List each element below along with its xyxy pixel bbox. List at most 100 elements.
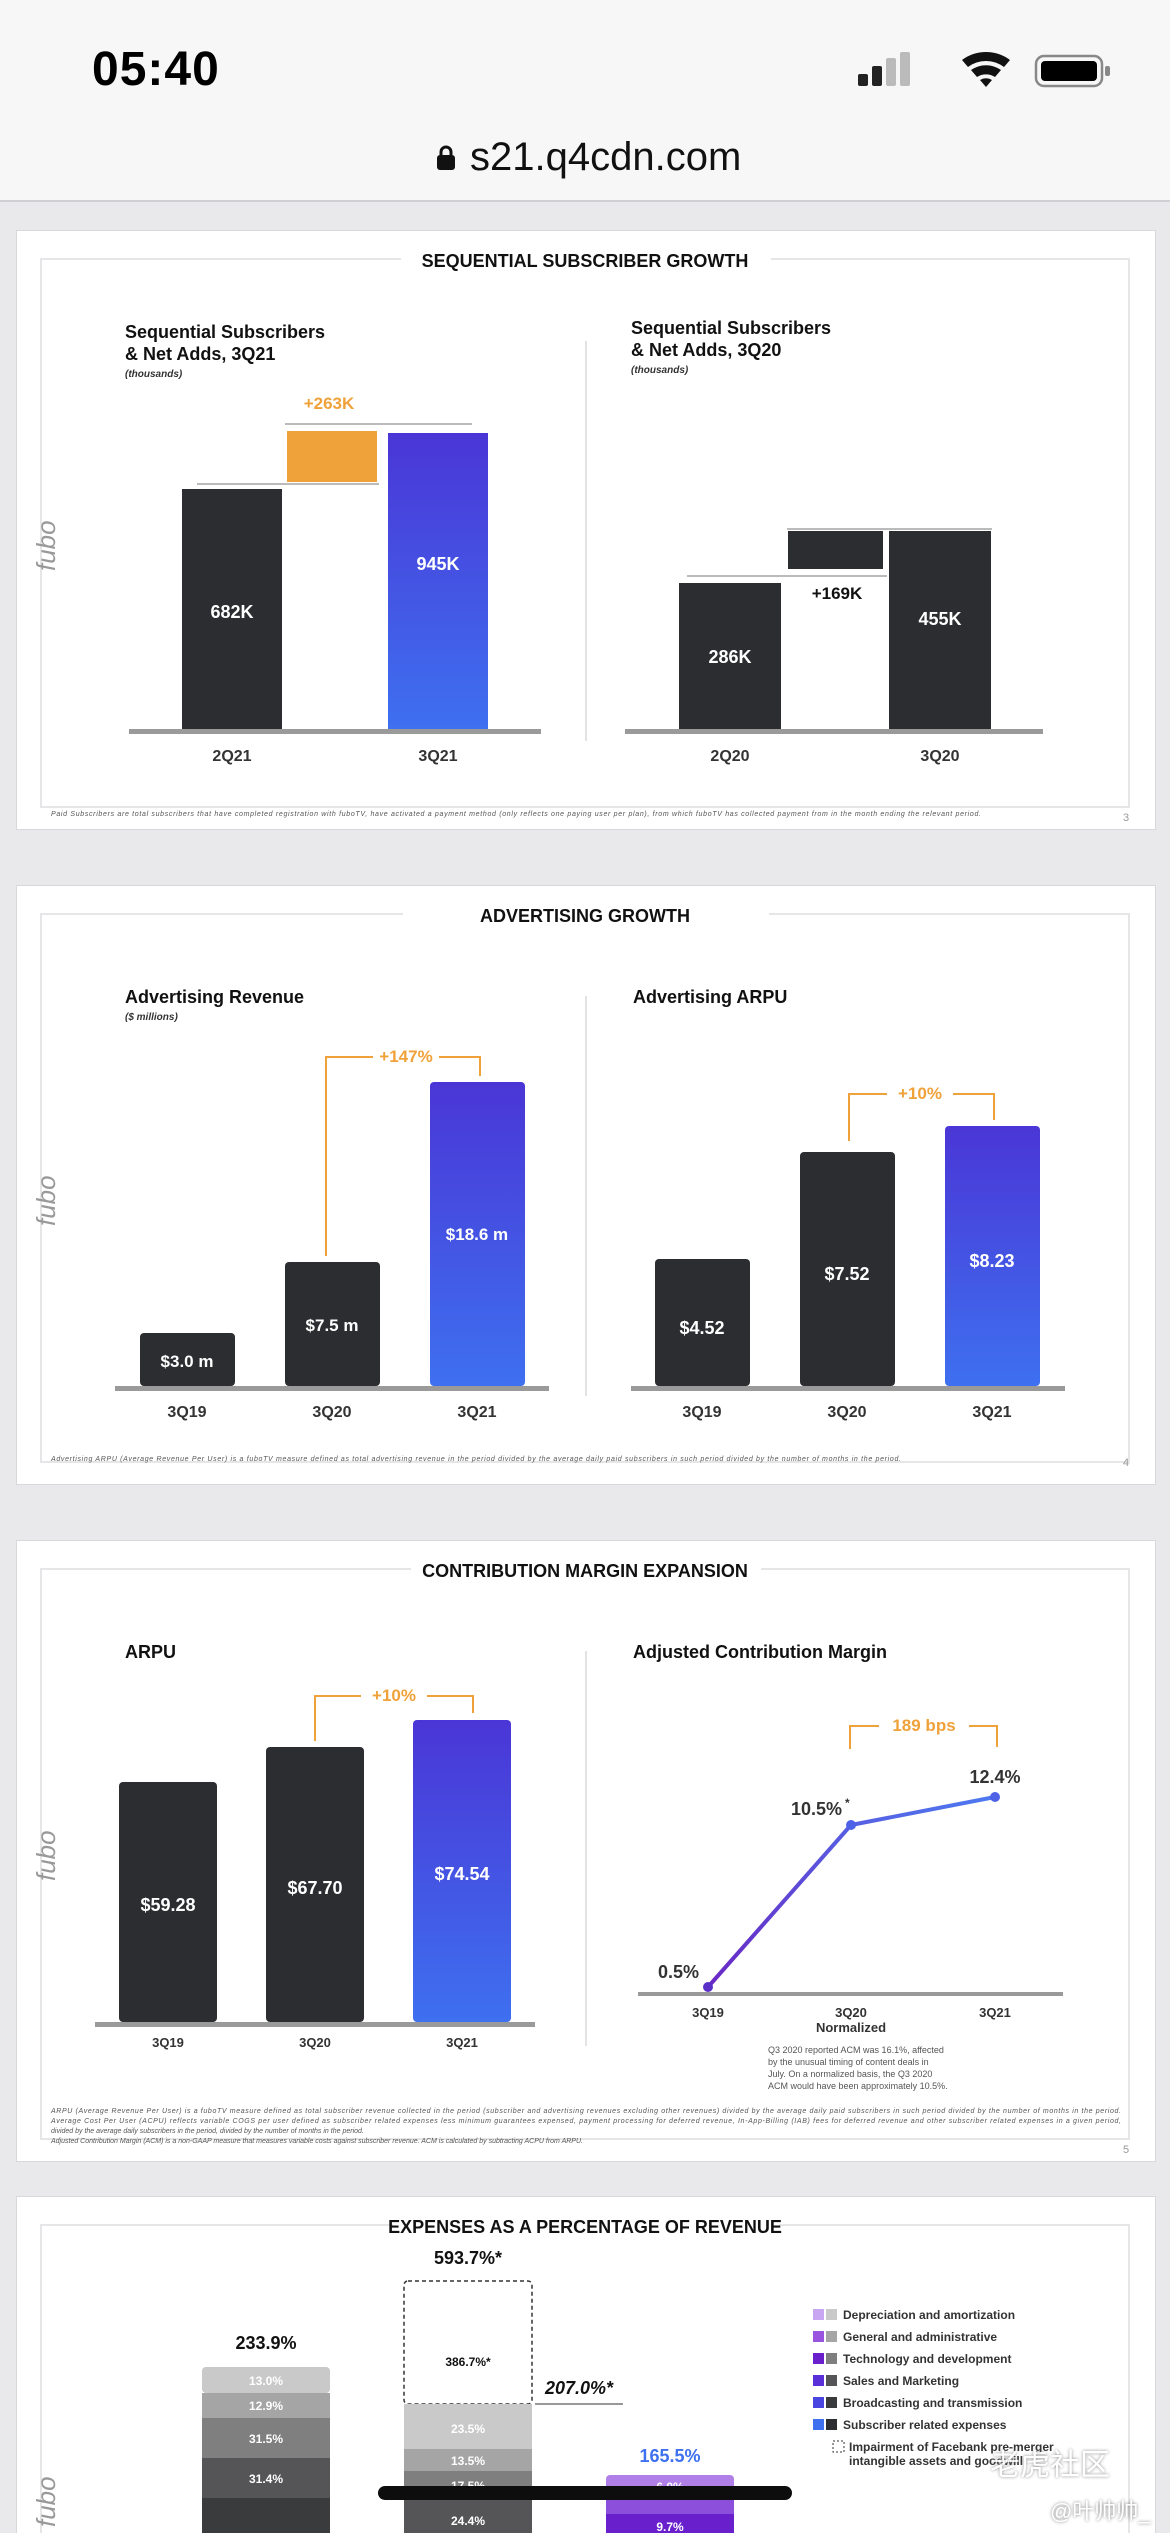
acm-point-3q19 bbox=[703, 1982, 713, 1992]
legend: Depreciation and amortization General an… bbox=[813, 2308, 1054, 2468]
slide2-title: ADVERTISING GROWTH bbox=[480, 906, 690, 926]
slide2-page: 4 bbox=[1123, 1457, 1129, 1469]
legend-da: Depreciation and amortization bbox=[843, 2308, 1015, 2322]
net-adds-bar-3q20 bbox=[788, 531, 883, 569]
acm-label-3q20: 10.5% bbox=[791, 1799, 842, 1819]
slide2-left-axis bbox=[115, 1386, 549, 1391]
slide1-left-unit: (thousands) bbox=[125, 369, 183, 380]
slide2-left-title: Advertising Revenue bbox=[125, 987, 304, 1007]
legend-sm: Sales and Marketing bbox=[843, 2374, 959, 2388]
bar-3q20 bbox=[889, 531, 991, 729]
bar-2q20 bbox=[679, 583, 781, 729]
fubo-logo: fubo bbox=[31, 2476, 61, 2527]
col1-seg-3: 31.5% bbox=[249, 2432, 283, 2446]
bar-adarpu-3q21-label: $8.23 bbox=[969, 1251, 1014, 1271]
slide2-right-axis bbox=[631, 1386, 1065, 1391]
cellular-signal-icon bbox=[858, 52, 910, 86]
slide1-left-delta: +263K bbox=[304, 394, 355, 413]
cat-acm-3q21: 3Q21 bbox=[979, 2005, 1011, 2020]
slide3-footnote-3: divided by the average daily subscribers… bbox=[51, 2128, 364, 2135]
home-indicator[interactable] bbox=[378, 2486, 792, 2500]
bar-adarpu-3q20 bbox=[800, 1152, 895, 1386]
slide3-footnote-1: ARPU (Average Revenue Per User) is a fub… bbox=[50, 2108, 1121, 2115]
slide1-right-title-1: Sequential Subscribers bbox=[631, 318, 831, 338]
fubo-logo: fubo bbox=[31, 1175, 61, 1226]
legend-sre: Subscriber related expenses bbox=[843, 2418, 1007, 2432]
bar-arpu-3q19 bbox=[119, 1782, 217, 2022]
legend-bt: Broadcasting and transmission bbox=[843, 2396, 1022, 2410]
bar-2q20-label: 286K bbox=[708, 647, 751, 667]
col1-seg-1: 13.0% bbox=[249, 2374, 283, 2388]
cat-arpu-3q19: 3Q19 bbox=[152, 2035, 184, 2050]
slide1-right-delta: +169K bbox=[812, 584, 863, 603]
slide1-left-title-1: Sequential Subscribers bbox=[125, 322, 325, 342]
bar-adarpu-3q20-label: $7.52 bbox=[824, 1264, 869, 1284]
bar-arpu-3q20-label: $67.70 bbox=[287, 1878, 342, 1898]
col2-seg-ga bbox=[404, 2404, 532, 2449]
bar-adarpu-3q19 bbox=[655, 1259, 750, 1386]
cat-2q20: 2Q20 bbox=[710, 748, 749, 765]
col2-seg-4: 24.4% bbox=[451, 2514, 485, 2528]
bar-adrev-3q20 bbox=[285, 1262, 380, 1386]
acm-label-3q19: 0.5% bbox=[658, 1962, 699, 1982]
bar-2q21-label: 682K bbox=[210, 602, 253, 622]
toolbar-divider bbox=[0, 200, 1170, 202]
acm-point-3q20 bbox=[846, 1820, 856, 1830]
slide2-left-delta: +147% bbox=[379, 1047, 432, 1066]
cat-adrev-3q20: 3Q20 bbox=[312, 1404, 351, 1421]
url-text: s21.q4cdn.com bbox=[470, 135, 742, 179]
cat-adarpu-3q19: 3Q19 bbox=[682, 1404, 721, 1421]
col2-seg-bt bbox=[404, 2499, 532, 2533]
status-icons bbox=[858, 52, 1110, 88]
col2-side-total: 207.0%* bbox=[544, 2378, 614, 2398]
cat-acm-3q19: 3Q19 bbox=[692, 2005, 724, 2020]
slide1-page: 3 bbox=[1123, 812, 1129, 824]
col1-seg-tech bbox=[202, 2418, 330, 2458]
status-bar: 05:40 bbox=[0, 0, 1170, 135]
slide1-left-axis bbox=[129, 729, 541, 734]
wifi-icon bbox=[962, 52, 1010, 87]
slide3-right-delta: 189 bps bbox=[892, 1716, 955, 1735]
slide-subscriber-growth: SEQUENTIAL SUBSCRIBER GROWTH fubo Sequen… bbox=[16, 230, 1156, 830]
slide3-title: CONTRIBUTION MARGIN EXPANSION bbox=[422, 1561, 748, 1581]
slide3-left-delta: +10% bbox=[372, 1686, 416, 1705]
acm-asterisk: * bbox=[845, 1796, 850, 1810]
watermark-handle: @叶帅帅_ bbox=[1050, 2499, 1151, 2524]
status-time: 05:40 bbox=[92, 43, 220, 96]
watermark: 老虎社区 bbox=[990, 2449, 1110, 2482]
lock-icon bbox=[437, 145, 455, 170]
col2-seg-2: 13.5% bbox=[451, 2454, 485, 2468]
cat-adarpu-3q20: 3Q20 bbox=[827, 1404, 866, 1421]
col1-seg-bt bbox=[202, 2498, 330, 2533]
col2-seg-tech bbox=[404, 2449, 532, 2471]
bar-adrev-3q19-label: $3.0 m bbox=[161, 1352, 214, 1371]
bar-arpu-3q19-label: $59.28 bbox=[140, 1895, 195, 1915]
acm-note-2: by the unusual timing of content deals i… bbox=[768, 2057, 929, 2067]
col2-impairment-label: 386.7%* bbox=[445, 2355, 491, 2369]
fubo-logo: fubo bbox=[31, 1830, 61, 1881]
col1-seg-4: 31.4% bbox=[249, 2472, 283, 2486]
col3-total: 165.5% bbox=[639, 2446, 700, 2466]
acm-note-1: Q3 2020 reported ACM was 16.1%, affected bbox=[768, 2045, 944, 2055]
slide3-page: 5 bbox=[1123, 2144, 1129, 2156]
slide3-right-title: Adjusted Contribution Margin bbox=[633, 1642, 887, 1662]
col1-total: 233.9% bbox=[235, 2333, 296, 2353]
col2-seg-1: 23.5% bbox=[451, 2422, 485, 2436]
slide2-left-unit: ($ millions) bbox=[125, 1012, 178, 1023]
slide1-footnote: Paid Subscribers are total subscribers t… bbox=[51, 811, 981, 818]
slide-contribution-margin: CONTRIBUTION MARGIN EXPANSION fubo ARPU … bbox=[16, 1540, 1156, 2162]
cat-adrev-3q21: 3Q21 bbox=[457, 1404, 496, 1421]
slide2-footnote: Advertising ARPU (Average Revenue Per Us… bbox=[50, 1456, 901, 1463]
col1-seg-ga bbox=[202, 2393, 330, 2418]
slide3-footnote-2: Average Cost Per User (ACPU) reflects va… bbox=[50, 2118, 1121, 2125]
bar-3q21 bbox=[388, 433, 488, 729]
address-bar[interactable]: s21.q4cdn.com bbox=[0, 135, 1170, 200]
col3-seg-ga bbox=[606, 2497, 734, 2514]
slide3-footnote-4: Adjusted Contribution Margin (ACM) is a … bbox=[50, 2138, 583, 2145]
col2-impairment bbox=[403, 2280, 533, 2405]
slide1-right-axis bbox=[625, 729, 1043, 734]
slide3-left-title: ARPU bbox=[125, 1642, 176, 1662]
col1-seg-2: 12.9% bbox=[249, 2399, 283, 2413]
legend-tech: Technology and development bbox=[843, 2352, 1011, 2366]
acm-note-3: July. On a normalized basis, the Q3 2020 bbox=[768, 2069, 932, 2079]
